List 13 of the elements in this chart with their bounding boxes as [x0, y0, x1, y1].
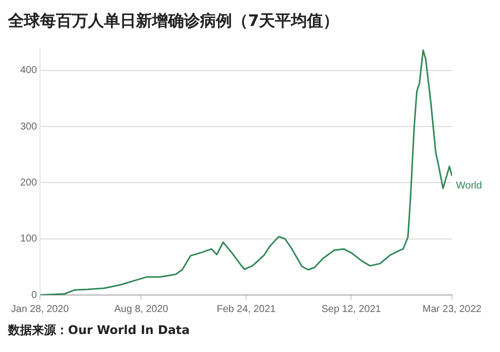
x-tick-label: Aug 8, 2020 [114, 304, 169, 315]
y-tick-label: 300 [20, 121, 38, 132]
source-note: 数据来源：Our World In Data [8, 322, 191, 339]
y-tick-label: 200 [20, 177, 38, 188]
y-tick-label: 0 [31, 290, 38, 301]
x-tick-label: Jan 28, 2020 [11, 304, 70, 315]
x-tick-label: Sep 12, 2021 [321, 304, 382, 315]
x-tick-label: Mar 23, 2022 [422, 304, 482, 315]
y-tick-label: 400 [20, 65, 38, 76]
x-tick-label: Feb 24, 2021 [216, 304, 276, 315]
series-label: World [456, 180, 482, 192]
y-tick-label: 100 [20, 234, 38, 245]
chart-title: 全球每百万人单日新增确诊病例（7天平均值） [8, 10, 340, 32]
